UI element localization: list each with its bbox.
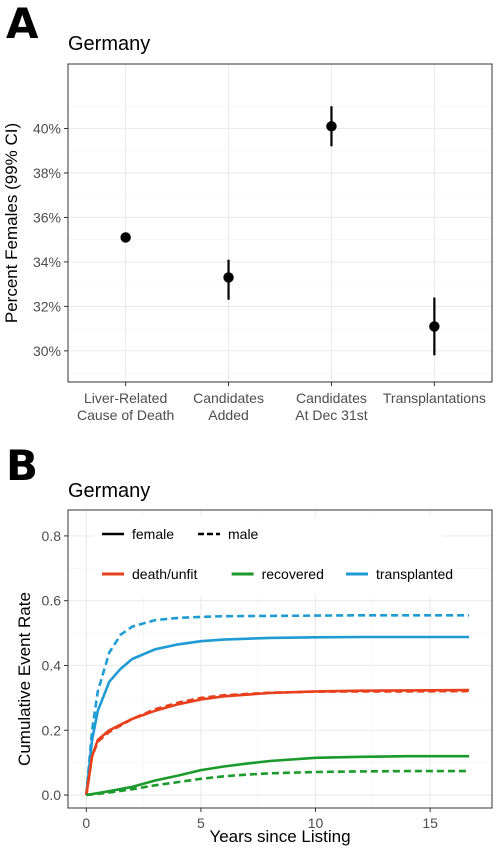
y-tick-label: 0.4 — [42, 657, 62, 673]
y-axis-title: Percent Females (99% CI) — [2, 123, 21, 323]
series-line-transplanted-male — [85, 613, 470, 796]
legend-label-female: female — [132, 526, 174, 542]
x-tick-label: 10 — [308, 815, 324, 831]
chart-b: female male death/unfit recovered transplant… — [15, 509, 493, 846]
x-tick-label: Candidates — [193, 390, 264, 406]
y-tick-label: 36% — [33, 209, 61, 225]
legend-label-male: male — [228, 526, 259, 542]
y-tick-label: 30% — [33, 343, 61, 359]
x-tick-label: Cause of Death — [77, 407, 174, 423]
y-tick-label: 38% — [33, 165, 61, 181]
y-tick-label: 0.8 — [42, 528, 62, 544]
x-tick-label: Liver-Related — [84, 390, 167, 406]
y-tick-label: 0.0 — [42, 787, 62, 803]
y-axis-title: Cumulative Event Rate — [15, 592, 34, 766]
x-tick-label: Added — [208, 407, 248, 423]
legend-background — [94, 516, 442, 596]
data-point — [223, 272, 234, 283]
legend-label-death-unfit: death/unfit — [132, 566, 197, 582]
panel-b-letter: B — [6, 441, 38, 490]
legend-label-transplanted: transplanted — [376, 566, 453, 582]
data-point — [120, 232, 131, 243]
x-tick-label: At Dec 31st — [295, 407, 367, 423]
x-tick-label: Transplantations — [383, 390, 486, 406]
panel-a-letter: A — [6, 0, 39, 48]
series-line-transplanted-female — [85, 635, 470, 796]
series-line-death-unfit-male — [85, 689, 470, 796]
y-tick-label: 32% — [33, 298, 61, 314]
y-tick-label: 40% — [33, 120, 61, 136]
y-tick-label: 34% — [33, 254, 61, 270]
data-point — [429, 321, 440, 332]
y-tick-label: 0.2 — [42, 722, 62, 738]
panel-b-title: Germany — [68, 480, 150, 502]
panel-a-title: Germany — [68, 33, 150, 55]
x-tick-label: 15 — [422, 815, 438, 831]
plot-frame — [67, 509, 493, 809]
x-tick-label: 5 — [197, 815, 205, 831]
plot-frame — [67, 63, 493, 383]
x-tick-label: 0 — [82, 815, 90, 831]
x-tick-label: Candidates — [296, 390, 367, 406]
series-line-recovered-female — [86, 754, 470, 797]
x-axis-title: Years since Listing — [209, 827, 350, 846]
series-line-recovered-male — [86, 769, 470, 797]
data-point — [326, 121, 337, 132]
y-tick-label: 0.6 — [42, 593, 62, 609]
legend-label-recovered: recovered — [262, 566, 324, 582]
